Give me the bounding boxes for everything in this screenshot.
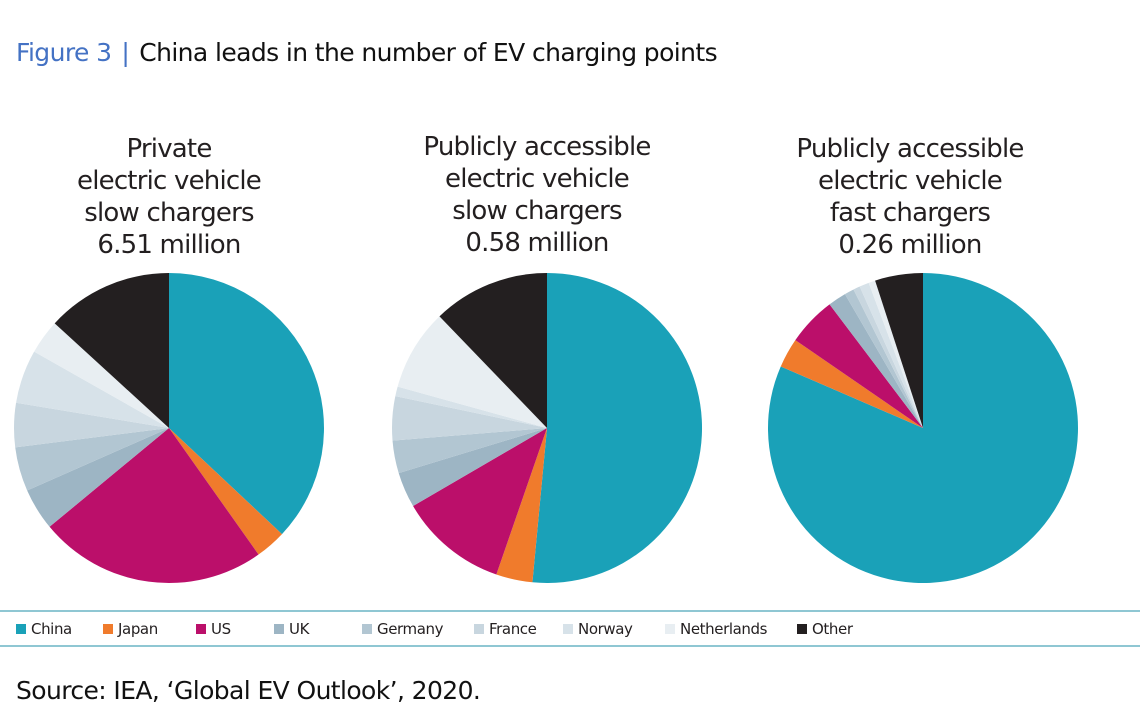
pie-title-line: Publicly accessible (796, 134, 1024, 164)
legend-item-china: China (16, 620, 72, 638)
pie-title-total: 0.58 million (465, 228, 609, 258)
pie-slice-china (768, 273, 1079, 583)
legend-item-uk: UK (274, 620, 309, 638)
legend-swatch (797, 624, 807, 634)
pie-slice-netherlands (397, 316, 547, 428)
pie-slice-us (413, 428, 547, 575)
pie-title-line: slow chargers (452, 196, 622, 226)
pie-slice-germany (844, 289, 923, 428)
pie-slice-norway (16, 351, 170, 428)
pie-slice-china (169, 273, 324, 535)
legend-label: Other (812, 620, 853, 638)
legend-item-japan: Japan (103, 620, 158, 638)
pie-title-line: Publicly accessible (423, 132, 651, 162)
pie-title-total: 6.51 million (97, 230, 241, 260)
pie-slice-japan (169, 428, 282, 555)
legend-label: US (211, 620, 231, 638)
pie-slice-france (392, 396, 547, 441)
legend-item-norway: Norway (563, 620, 633, 638)
figure-number: Figure 3 (16, 38, 112, 67)
legend-item-other: Other (797, 620, 853, 638)
legend-item-france: France (474, 620, 537, 638)
pie-slice-other (875, 273, 923, 428)
legend-item-us: US (196, 620, 231, 638)
pie-slice-us (795, 304, 923, 428)
pie-slice-norway (859, 282, 923, 428)
legend-swatch (362, 624, 372, 634)
pie-slice-france (853, 286, 923, 428)
pie-slice-china (532, 273, 703, 583)
pie-slice-other (54, 273, 169, 428)
pie-chart-2 (392, 273, 703, 583)
pie-title-line: electric vehicle (445, 164, 630, 194)
pie-slice-uk (829, 294, 923, 428)
pie-title-public-fast: Publicly accessible electric vehicle fas… (760, 133, 1060, 261)
pie-slice-netherlands (868, 280, 923, 428)
legend-swatch (103, 624, 113, 634)
pie-slice-us (49, 428, 259, 583)
pie-slice-japan (496, 428, 547, 583)
legend-label: Norway (578, 620, 633, 638)
pie-slice-uk (27, 428, 169, 527)
legend-label: Netherlands (680, 620, 768, 638)
pie-slice-germany (15, 428, 169, 491)
legend-label: Japan (118, 620, 158, 638)
pie-slice-norway (395, 386, 547, 428)
pie-slice-netherlands (34, 323, 170, 428)
legend-label: France (489, 620, 537, 638)
pie-slice-other (439, 273, 547, 428)
pie-slice-japan (780, 340, 923, 428)
pie-title-line: slow chargers (84, 198, 254, 228)
legend-swatch (16, 624, 26, 634)
legend-swatch (274, 624, 284, 634)
pie-chart-3 (768, 273, 1079, 583)
pie-slice-france (13, 402, 169, 448)
legend-swatch (196, 624, 206, 634)
pie-chart-1 (13, 273, 324, 583)
pie-title-line: electric vehicle (818, 166, 1003, 196)
legend-label: UK (289, 620, 310, 638)
pie-title-line: electric vehicle (77, 166, 262, 196)
pie-title-line: Private (126, 134, 212, 164)
legend-swatch (474, 624, 484, 634)
source-note: Source: IEA, ‘Global EV Outlook’, 2020. (16, 676, 481, 705)
pie-title-private-slow: Private electric vehicle slow chargers 6… (19, 133, 319, 261)
legend-label: Germany (377, 620, 444, 638)
figure-title-text: China leads in the number of EV charging… (139, 38, 717, 67)
pie-title-public-slow: Publicly accessible electric vehicle slo… (387, 131, 687, 259)
pie-charts (13, 273, 1079, 583)
pie-slice-uk (398, 428, 547, 507)
legend-swatch (563, 624, 573, 634)
pie-title-total: 0.26 million (838, 230, 982, 260)
legend-label: China (31, 620, 72, 638)
legend-item-netherlands: Netherlands (665, 620, 767, 638)
pie-slice-germany (392, 428, 547, 474)
figure-title: Figure 3 | China leads in the number of EV… (16, 38, 718, 67)
legend: China Japan US UK Germany France Norway Netherl… (0, 610, 1140, 647)
title-separator: | (121, 38, 130, 67)
legend-swatch (665, 624, 675, 634)
legend-item-germany: Germany (362, 620, 444, 638)
pie-title-line: fast chargers (829, 198, 991, 228)
